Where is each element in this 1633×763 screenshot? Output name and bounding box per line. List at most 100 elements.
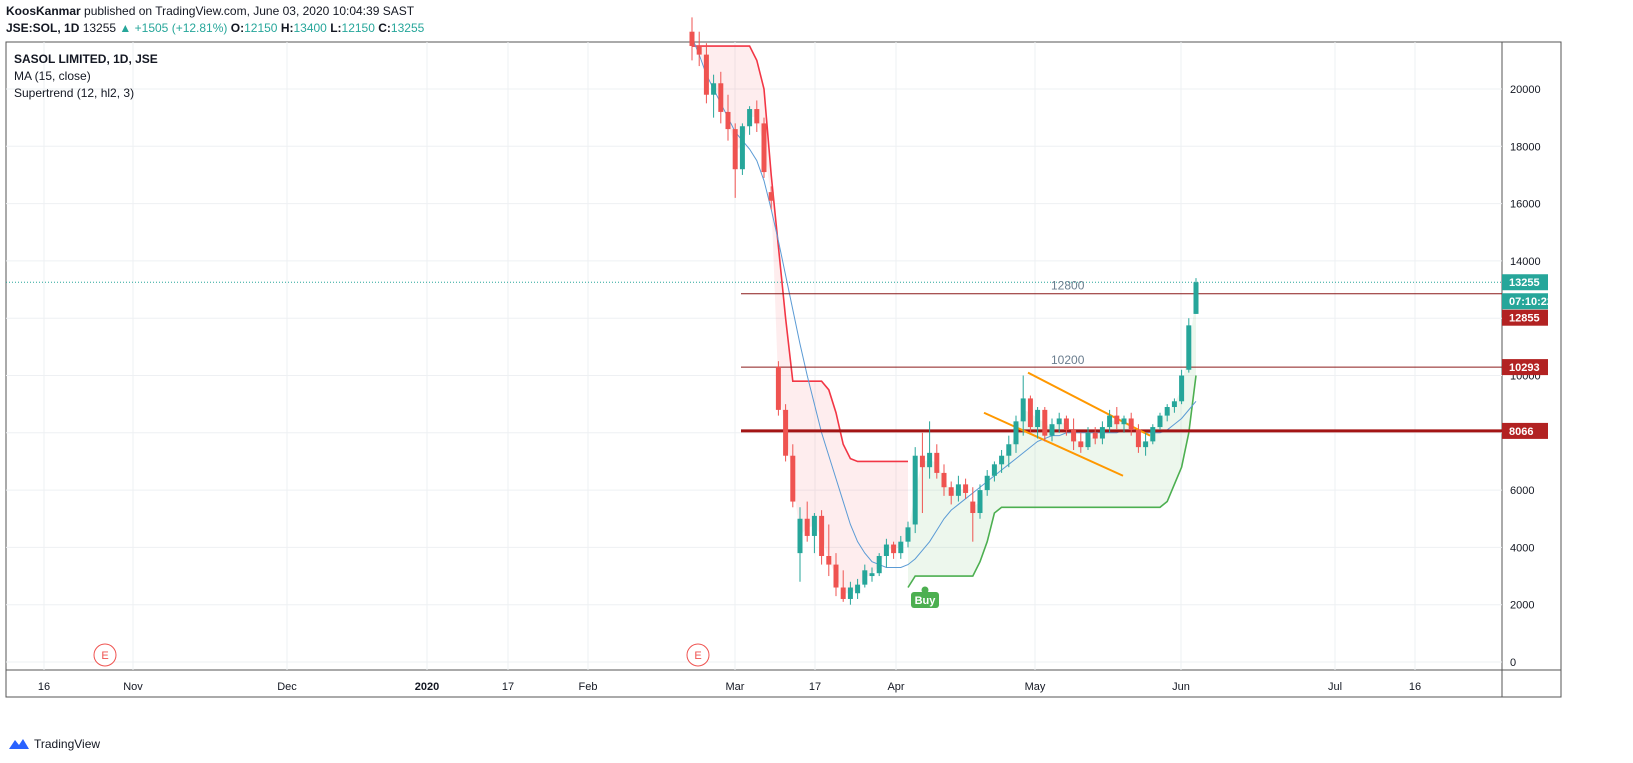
earnings-marker-label: E — [694, 650, 701, 662]
candle-body — [804, 518, 810, 536]
open-value: 12150 — [244, 21, 278, 35]
chart-frame — [5, 41, 1562, 698]
x-tick-label: Feb — [579, 681, 598, 693]
price-tag-label: 13255 — [1509, 277, 1540, 289]
low-label: L: — [330, 21, 342, 35]
candle-body — [1107, 415, 1113, 428]
up-arrow-icon: ▲ — [119, 21, 132, 35]
close-value: 13255 — [390, 21, 425, 35]
candle-body — [1063, 418, 1069, 430]
price-tag-bg — [1502, 359, 1548, 376]
y-tick-label: 18000 — [1510, 141, 1541, 153]
tradingview-logo-icon — [9, 739, 29, 749]
candle-body — [1078, 441, 1084, 448]
publish-info: published on TradingView.com, June 03, 2… — [84, 4, 415, 18]
candle-body — [898, 541, 904, 554]
candle-body — [747, 109, 753, 127]
author-name[interactable]: KoosKanmar — [6, 4, 81, 18]
candle-body — [869, 573, 875, 577]
x-tick-label: Jul — [1328, 681, 1342, 693]
candle-body — [1150, 427, 1156, 442]
supertrend-up-line — [907, 375, 1197, 588]
x-tick-label: 16 — [1409, 681, 1421, 693]
footer-brand[interactable]: TradingView — [34, 737, 101, 751]
candle-body — [855, 584, 861, 594]
annotation-10200: 10200 — [1051, 353, 1085, 367]
candle-body — [718, 83, 724, 112]
candle-body — [1114, 415, 1120, 425]
x-tick-label: Nov — [123, 681, 143, 693]
candle-body — [1027, 398, 1033, 428]
candle-body — [941, 472, 947, 488]
candle-body — [977, 490, 983, 514]
candle-body — [826, 555, 832, 565]
candle-body — [991, 464, 997, 476]
candle-body — [1157, 415, 1163, 428]
high-label: H: — [280, 21, 294, 35]
candle-body — [876, 555, 882, 574]
symbol-label: JSE:SOL, 1D — [6, 21, 80, 35]
low-value: 12150 — [341, 21, 375, 35]
legend-supertrend[interactable]: Supertrend (12, hl2, 3) — [14, 86, 135, 100]
x-tick-label: May — [1025, 681, 1046, 693]
price-tag-bg — [1502, 422, 1548, 439]
candle-body — [1135, 429, 1141, 448]
x-tick-label: 2020 — [415, 681, 439, 693]
candle-body — [1143, 441, 1149, 448]
candle-body — [1193, 282, 1199, 314]
price-tag-label: 12855 — [1509, 313, 1540, 325]
candle-body — [1071, 429, 1077, 442]
buy-signal-badge — [911, 592, 939, 608]
buy-signal-label: Buy — [915, 595, 937, 607]
candle-body — [725, 111, 731, 130]
y-tick-label: 6000 — [1510, 485, 1534, 497]
candle-body — [819, 515, 825, 556]
last-price: 13255 — [82, 21, 117, 35]
candle-body — [775, 366, 781, 410]
candle-body — [862, 570, 868, 585]
supertrend-down-fill — [692, 38, 908, 594]
y-tick-label: 14000 — [1510, 256, 1541, 268]
x-tick-label: Jun — [1172, 681, 1190, 693]
candle-body — [1085, 432, 1091, 448]
footer: TradingView — [8, 737, 100, 751]
x-tick-label: Mar — [726, 681, 745, 693]
candle-body — [790, 455, 796, 502]
annotation-12800: 12800 — [1051, 278, 1085, 292]
candle-body — [1099, 427, 1105, 439]
buy-signal-dot — [921, 586, 929, 594]
legend-symbol[interactable]: SASOL LIMITED, 1D, JSE — [14, 52, 158, 66]
legend-ma[interactable]: MA (15, close) — [14, 69, 91, 83]
x-tick-label: 16 — [38, 681, 50, 693]
candle-body — [689, 31, 695, 47]
price-tag-label: 8066 — [1509, 426, 1533, 438]
chart-legend: SASOL LIMITED, 1D, JSE MA (15, close) Su… — [14, 51, 158, 102]
candle-body — [905, 527, 911, 542]
candle-body — [811, 515, 817, 536]
candle-body — [984, 475, 990, 491]
y-tick-label: 16000 — [1510, 199, 1541, 211]
x-tick-label: 17 — [809, 681, 821, 693]
earnings-marker-label: E — [101, 650, 108, 662]
candle-body — [919, 455, 925, 468]
candle-body — [761, 123, 767, 173]
candle-body — [739, 126, 745, 170]
x-tick-label: Dec — [277, 681, 297, 693]
candle-body — [1020, 398, 1026, 422]
candle-body — [754, 109, 760, 124]
price-tag-bg — [1502, 274, 1548, 291]
candle-body — [1013, 421, 1019, 445]
earnings-marker-icon — [93, 643, 117, 667]
candle-body — [927, 452, 933, 468]
price-tag-bg — [1502, 293, 1548, 310]
publication-header: KoosKanmar published on TradingView.com,… — [6, 4, 414, 18]
ohlc-header: JSE:SOL, 1D 13255 ▲ +1505 (+12.81%) O:12… — [6, 21, 424, 35]
candle-body — [883, 544, 889, 556]
open-label: O: — [230, 21, 245, 35]
x-tick-label: 17 — [502, 681, 514, 693]
candle-body — [696, 46, 702, 55]
candle-body — [948, 487, 954, 496]
candle-body — [1049, 424, 1055, 436]
y-tick-label: 20000 — [1510, 84, 1541, 96]
